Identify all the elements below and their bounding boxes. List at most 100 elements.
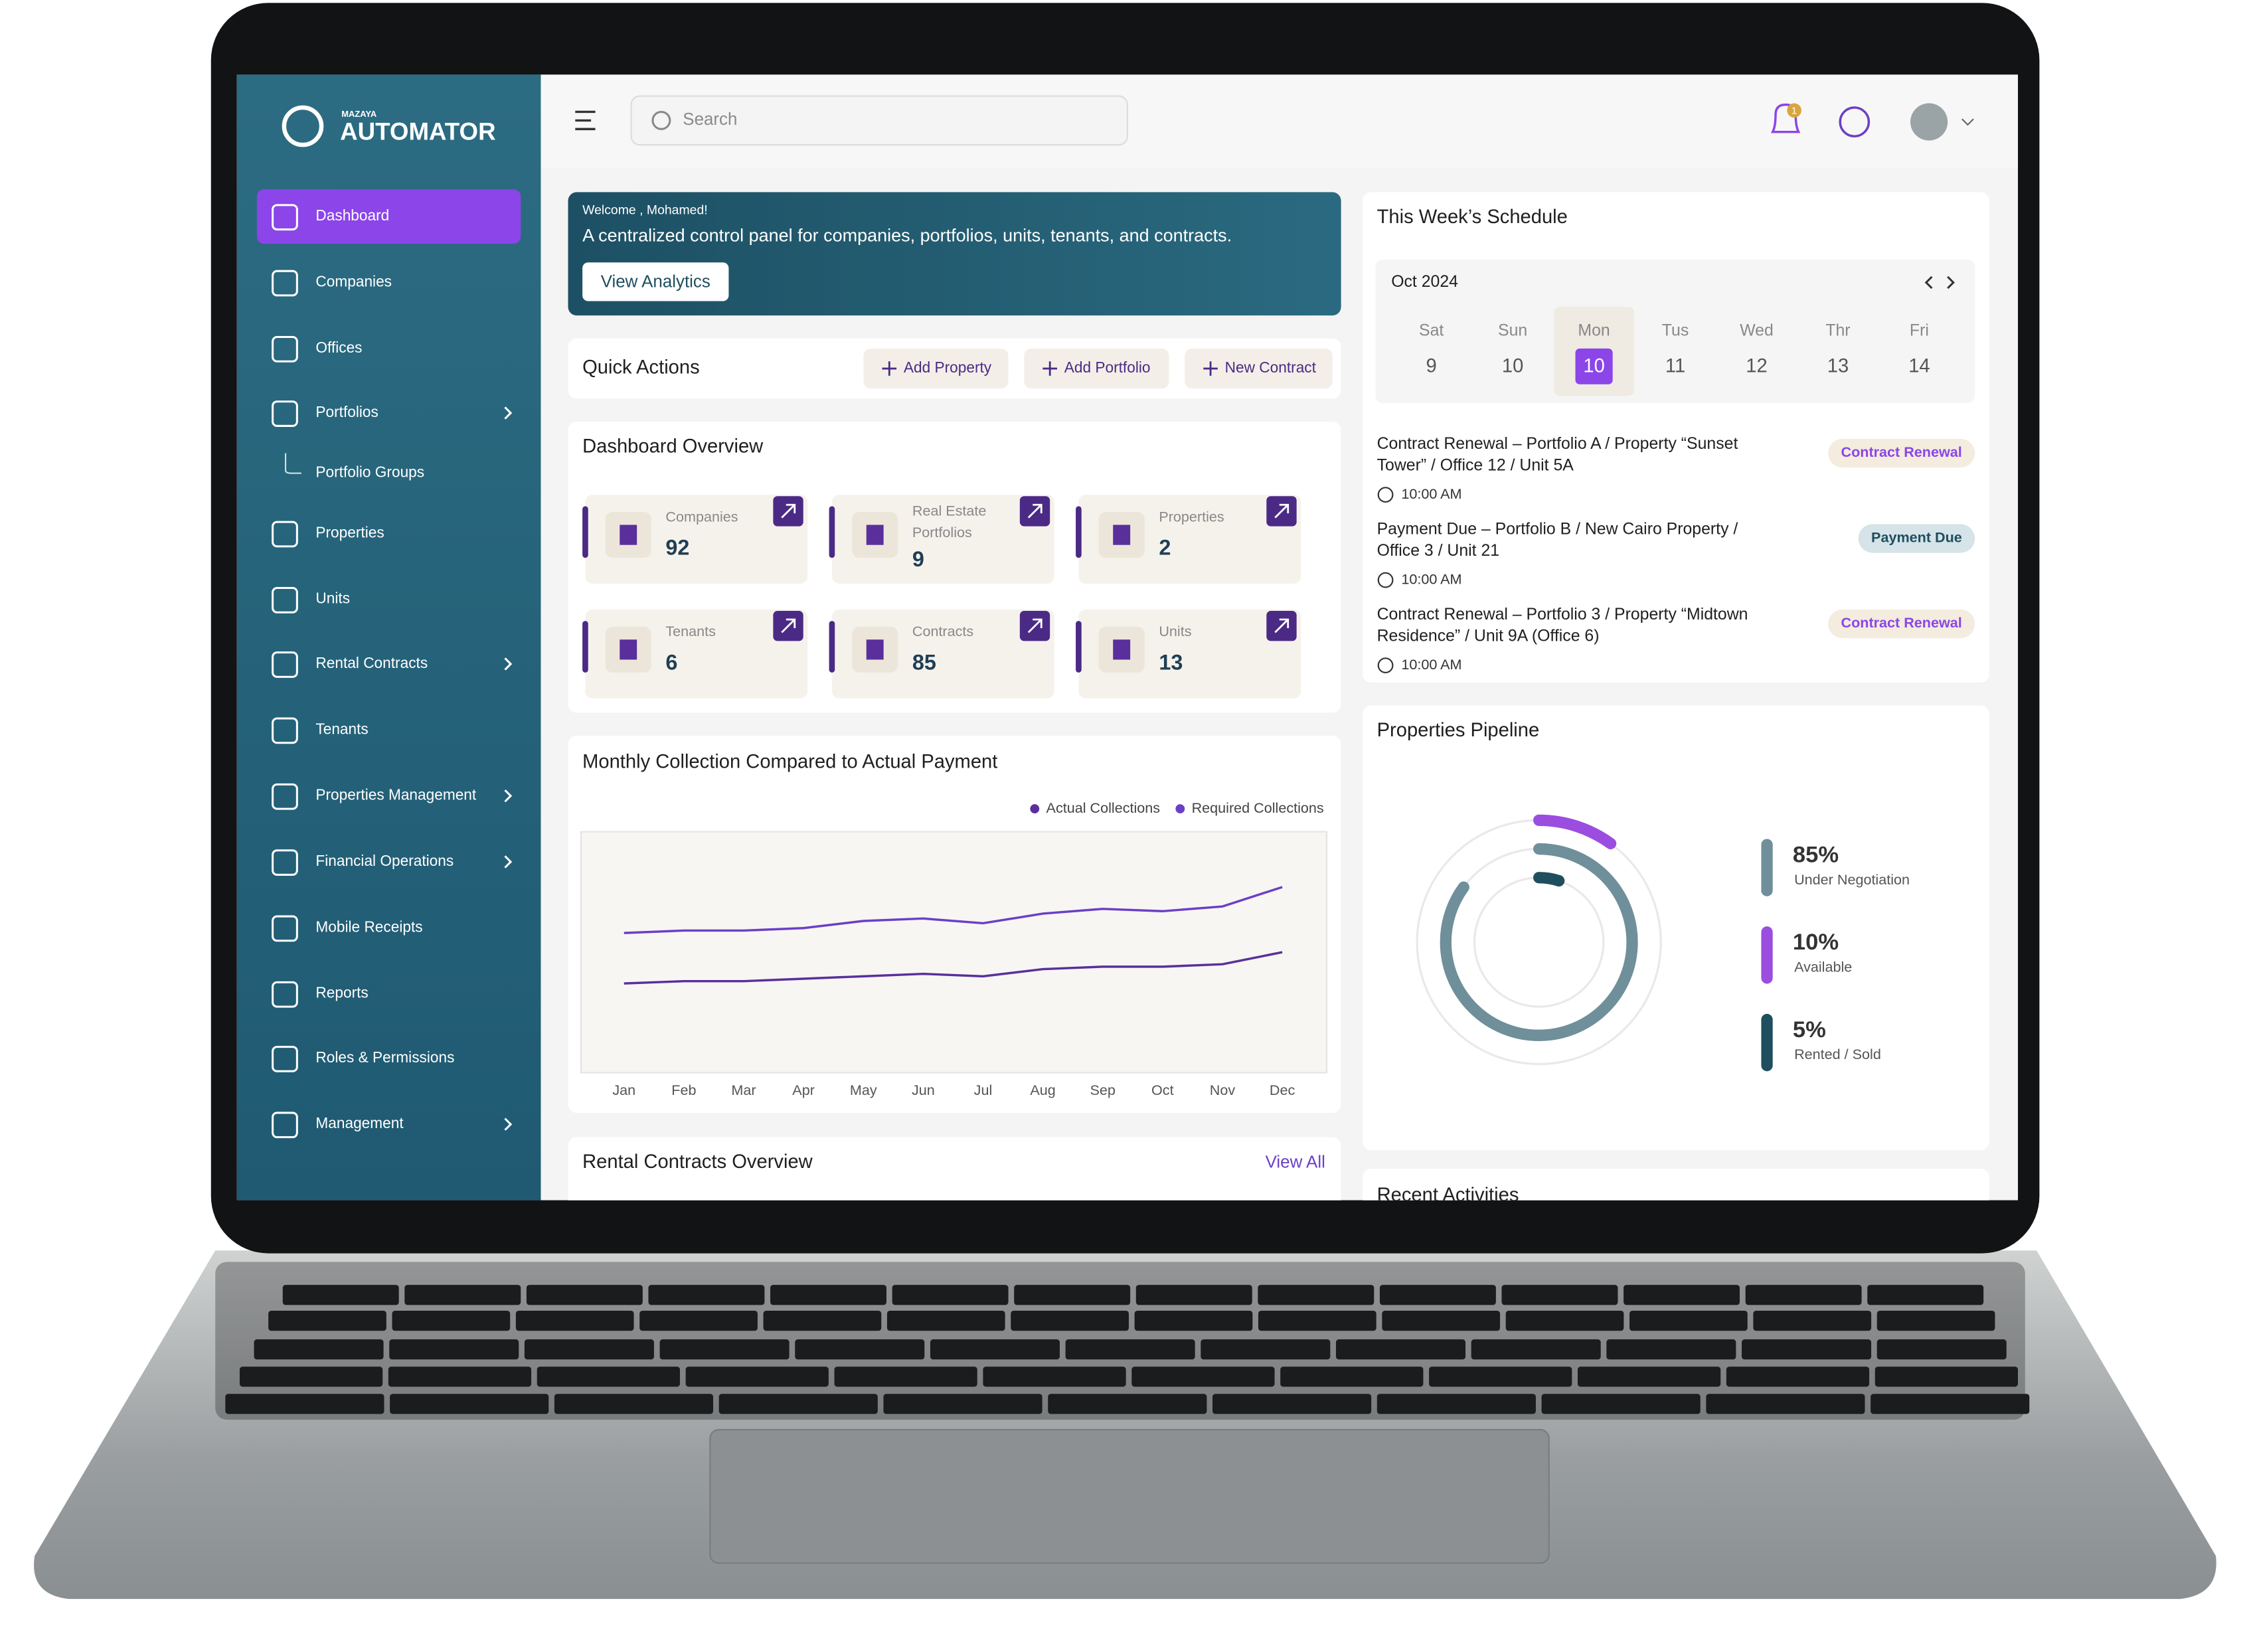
nav-icon	[272, 915, 298, 942]
nav-item[interactable]: Companies	[272, 270, 392, 297]
nav-item[interactable]: Tenants	[272, 717, 369, 744]
stat-accent	[582, 506, 588, 558]
nav-item[interactable]: Portfolios	[272, 400, 513, 427]
avatar[interactable]	[1910, 103, 1948, 141]
key	[1871, 1394, 2030, 1414]
search-icon	[651, 110, 671, 130]
stat-link-arrow	[1027, 503, 1042, 519]
key	[639, 1310, 758, 1331]
nav-item[interactable]: Reports	[272, 981, 369, 1008]
nav-item[interactable]: Dashboard	[256, 189, 521, 244]
key	[886, 1310, 1005, 1331]
key	[1429, 1366, 1572, 1387]
calendar-month: Oct 2024	[1391, 273, 1458, 291]
x-tick-label: May	[850, 1082, 877, 1098]
key	[1131, 1366, 1275, 1387]
key	[1577, 1366, 1721, 1387]
nav-branch	[284, 453, 301, 474]
globe-icon[interactable]	[1839, 106, 1871, 137]
calendar-next[interactable]	[1947, 276, 1955, 289]
key	[390, 1394, 549, 1414]
nav-item[interactable]: Mobile Receipts	[272, 915, 423, 942]
nav-chevron	[504, 789, 513, 803]
rental-title: Rental Contracts Overview	[582, 1151, 813, 1173]
stat-accent	[829, 506, 835, 558]
key	[404, 1285, 521, 1305]
stat-label: Units	[1159, 623, 1191, 639]
stat-link-arrow	[1027, 618, 1042, 633]
key	[1501, 1285, 1618, 1305]
event-tag: Contract Renewal	[1841, 614, 1962, 631]
key	[1745, 1285, 1862, 1305]
badge	[1787, 103, 1801, 118]
key	[1212, 1394, 1372, 1414]
key	[1201, 1339, 1331, 1360]
nav-label: Management	[315, 1114, 404, 1131]
key	[537, 1366, 680, 1387]
event-tag: Payment Due	[1871, 529, 1962, 546]
nav-label: Companies	[315, 272, 392, 289]
event-text: Office 3 / Unit 21	[1377, 542, 1499, 560]
nav-label: Roles & Permissions	[315, 1048, 454, 1066]
stat-accent	[829, 621, 835, 673]
nav-item[interactable]: Properties Management	[272, 783, 513, 810]
x-tick-label: Aug	[1030, 1082, 1055, 1098]
trackpad	[709, 1429, 1550, 1564]
key	[388, 1366, 532, 1387]
stat-icon	[620, 639, 637, 660]
day-name: Mon	[1578, 321, 1610, 339]
event-text: Tower” / Office 12 / Unit 5A	[1377, 456, 1574, 474]
key	[1048, 1394, 1207, 1414]
quick-action-button[interactable]	[1185, 348, 1333, 389]
key	[1379, 1285, 1496, 1305]
view-analytics-button[interactable]	[582, 262, 729, 301]
nav-item[interactable]: Rental Contracts	[272, 651, 513, 678]
nav-item[interactable]: Properties	[272, 521, 384, 548]
quick-actions-title: Quick Actions	[582, 357, 700, 378]
key	[1624, 1285, 1740, 1305]
stat-label: Tenants	[665, 623, 716, 639]
menu-icon[interactable]	[575, 110, 596, 131]
search-box[interactable]	[630, 95, 1128, 146]
key	[1606, 1339, 1736, 1360]
key	[1065, 1339, 1195, 1360]
nav-item[interactable]: Roles & Permissions	[272, 1046, 455, 1072]
key	[1753, 1310, 1872, 1331]
nav-icon	[272, 336, 298, 363]
key	[685, 1366, 829, 1387]
legend-value: 10%	[1793, 930, 1839, 955]
key	[659, 1339, 790, 1360]
key	[795, 1339, 925, 1360]
calendar-prev[interactable]	[1924, 276, 1933, 289]
quick-action-button[interactable]	[1024, 348, 1169, 389]
quick-action-button[interactable]	[863, 348, 1009, 389]
event-text: Residence” / Unit 9A (Office 6)	[1377, 627, 1600, 645]
ring-arc	[1411, 814, 1667, 1070]
bell-icon[interactable]	[1770, 103, 1801, 133]
key	[254, 1339, 384, 1360]
nav-item[interactable]: Financial Operations	[272, 849, 513, 876]
event-time: 10:00 AM	[1401, 656, 1461, 673]
series-line	[624, 951, 1283, 985]
stat-value: 92	[665, 536, 689, 560]
nav-item[interactable]: Offices	[272, 336, 363, 363]
nav-item[interactable]: Management	[272, 1112, 513, 1139]
chart-title: Monthly Collection Compared to Actual Pa…	[582, 752, 997, 773]
legend-label: Available	[1794, 959, 1852, 975]
legend-dot	[1175, 804, 1185, 813]
key	[930, 1339, 1060, 1360]
plot-area	[580, 831, 1328, 1074]
nav-item[interactable]: Portfolio Groups	[284, 453, 424, 481]
nav-item[interactable]: Units	[272, 586, 350, 614]
nav-active	[256, 189, 521, 244]
nav-label: Tenants	[315, 720, 368, 737]
key	[1876, 1310, 1995, 1331]
key	[1382, 1310, 1501, 1331]
nav-icon	[272, 1112, 298, 1139]
stat-accent	[582, 621, 588, 673]
key	[834, 1366, 977, 1387]
x-tick-label: Apr	[792, 1082, 815, 1098]
nav-icon	[272, 204, 298, 231]
legend-label: Under Negotiation	[1794, 871, 1910, 888]
